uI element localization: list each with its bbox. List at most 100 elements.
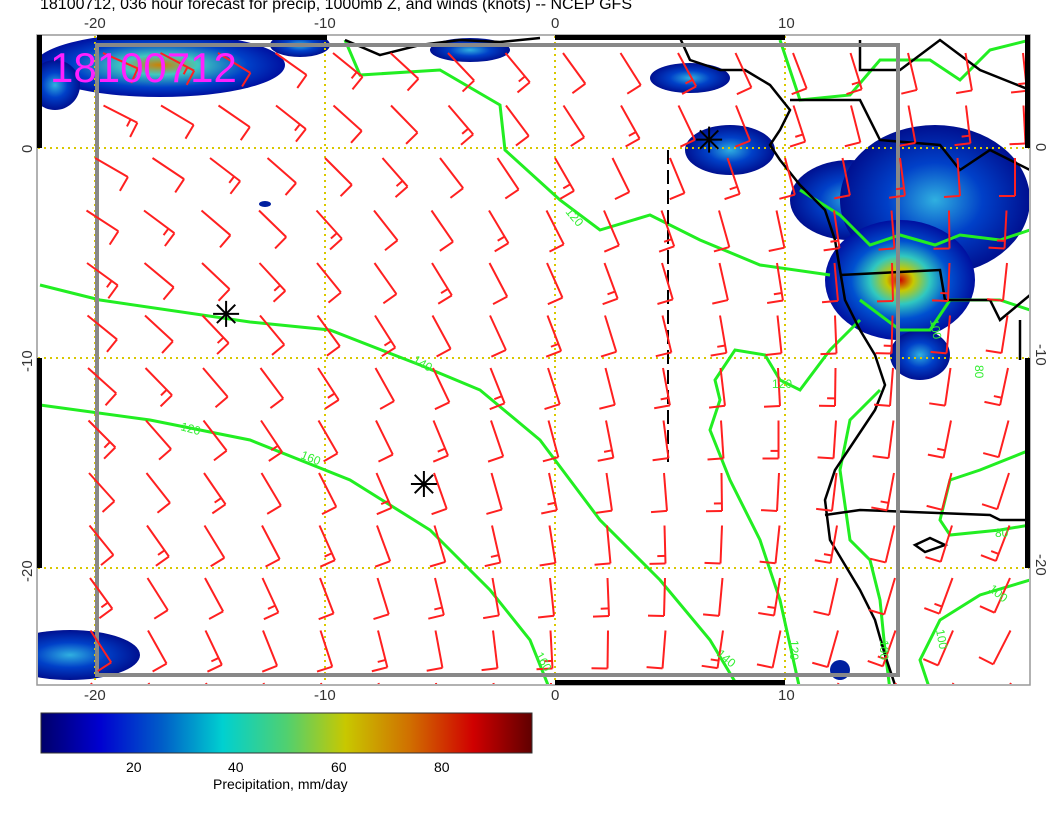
asterisk-marker <box>213 300 240 327</box>
wind-barb <box>143 209 176 247</box>
wind-barb <box>373 262 398 305</box>
barb-half-feather <box>434 606 443 611</box>
wind-barb <box>988 210 1008 250</box>
wind-barb <box>756 630 782 669</box>
barb-shaft <box>829 525 838 564</box>
wind-barb <box>317 367 340 410</box>
lat-tick-left: -10 <box>19 350 36 372</box>
lat-tick-right: -20 <box>1032 554 1049 576</box>
wind-barb <box>722 682 725 684</box>
barb-shaft <box>944 367 952 406</box>
barb-half-feather <box>214 497 222 504</box>
wind-barb <box>789 105 807 148</box>
barb-feather <box>708 404 726 409</box>
barb-feather <box>704 561 721 565</box>
barb-feather <box>494 242 509 253</box>
barb-feather <box>954 142 971 147</box>
wind-barb <box>664 682 667 684</box>
wind-barb <box>203 472 227 515</box>
wind-barb <box>261 525 281 568</box>
barb-feather <box>164 232 176 247</box>
barb-feather <box>758 612 775 617</box>
wind-barb <box>146 577 169 620</box>
wind-barb <box>933 210 951 250</box>
barb-half-feather <box>377 658 386 663</box>
barb-shaft <box>547 420 560 458</box>
barb-shaft <box>562 52 587 85</box>
axis-labels: -20 -10 0 10 -20 -10 0 10 0 -10 -20 0 -1… <box>19 15 1049 704</box>
precip-area <box>38 60 80 110</box>
country-border <box>790 98 1029 172</box>
barb-feather <box>432 454 449 463</box>
wind-barb <box>258 209 287 250</box>
barb-shaft <box>389 52 420 80</box>
barb-shaft <box>434 630 444 669</box>
wind-barb <box>439 157 464 199</box>
coastline <box>344 36 1029 684</box>
barb-feather <box>159 394 173 408</box>
barb-feather <box>766 299 784 305</box>
barb-shaft <box>1002 262 1008 301</box>
barb-feather <box>153 609 169 620</box>
colorbar-tick: 40 <box>228 759 244 775</box>
barb-shaft <box>607 682 610 684</box>
contour-label: 80 <box>972 365 986 379</box>
wind-barb <box>260 419 283 462</box>
barb-feather <box>713 246 730 253</box>
barb-half-feather <box>461 127 469 135</box>
wind-barb <box>595 472 613 514</box>
barb-half-feather <box>851 81 860 86</box>
barb-feather <box>174 178 185 193</box>
barb-half-feather <box>729 185 738 191</box>
barb-shaft <box>431 262 453 296</box>
barb-feather <box>901 88 918 95</box>
barb-feather <box>374 560 391 568</box>
barb-shaft <box>891 262 894 302</box>
wind-barb <box>980 525 1011 562</box>
barb-shaft <box>965 105 972 144</box>
barb-shaft <box>899 157 906 196</box>
barb-half-feather <box>100 601 109 609</box>
barb-half-feather <box>684 78 693 85</box>
barb-half-feather <box>497 235 506 242</box>
wind-barb <box>202 367 229 409</box>
precip-area <box>650 63 730 93</box>
wind-barb <box>432 367 451 411</box>
barb-feather <box>985 349 1002 355</box>
wind-barb <box>844 105 862 148</box>
wind-barb <box>712 262 729 305</box>
wind-barb <box>657 262 674 305</box>
wind-barb <box>94 157 129 192</box>
barb-shaft <box>776 315 783 354</box>
barb-shaft <box>669 157 686 194</box>
barb-feather <box>239 126 251 141</box>
wind-barb <box>871 472 895 512</box>
barb-feather <box>846 88 863 95</box>
wind-barb <box>758 577 781 617</box>
barb-shaft <box>102 52 139 70</box>
barb-shaft <box>266 157 297 184</box>
wind-barb <box>539 525 557 567</box>
barb-feather <box>431 507 448 516</box>
barb-feather <box>489 402 505 411</box>
wind-barb <box>102 52 139 84</box>
barb-feather <box>978 656 994 666</box>
barb-shaft <box>849 52 863 90</box>
map-frame <box>36 34 1031 686</box>
barb-shaft <box>718 210 731 248</box>
barb-feather <box>979 605 995 614</box>
barb-shaft <box>439 157 464 189</box>
barb-feather <box>158 448 172 461</box>
barb-shaft <box>260 419 283 453</box>
wind-barb <box>428 577 445 620</box>
wind-barb <box>734 52 753 96</box>
barb-feather <box>820 352 837 356</box>
wind-barb <box>371 630 389 673</box>
barb-feather <box>184 124 195 140</box>
barb-half-feather <box>823 553 833 557</box>
barb-feather <box>597 456 614 462</box>
wind-barb <box>818 367 837 407</box>
barb-shaft <box>202 367 229 398</box>
barb-shaft <box>317 420 339 454</box>
barb-shaft <box>604 315 618 353</box>
